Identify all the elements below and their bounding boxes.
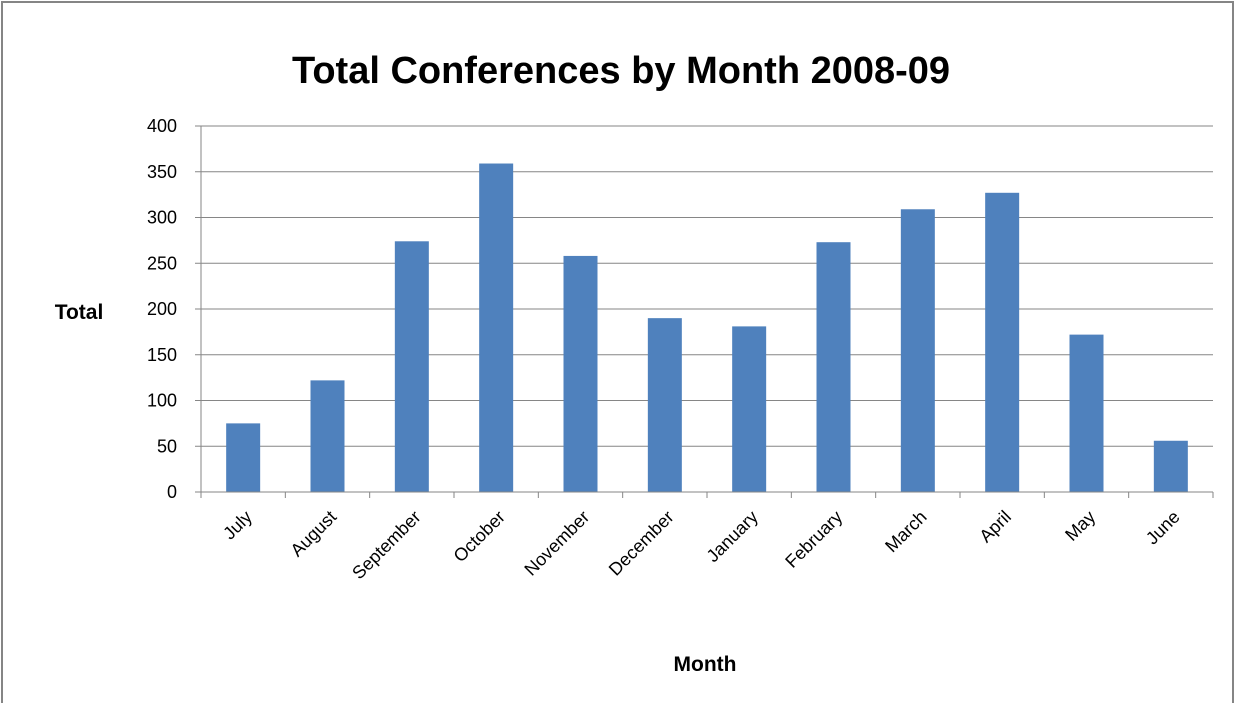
bar-may xyxy=(1069,334,1104,492)
y-tick-label: 100 xyxy=(147,391,177,411)
y-tick-label: 150 xyxy=(147,345,177,365)
x-tick-label: July xyxy=(219,507,256,544)
bar-september xyxy=(394,241,429,492)
bar-august xyxy=(310,380,345,492)
x-tick-label: September xyxy=(348,507,424,583)
y-tick-label: 250 xyxy=(147,253,177,273)
x-tick-label: May xyxy=(1061,507,1099,545)
x-tick-label: November xyxy=(520,507,593,580)
gridlines xyxy=(201,125,1213,447)
x-tick-label: December xyxy=(605,507,678,580)
x-axis-title: Month xyxy=(674,653,737,676)
x-tick-label: June xyxy=(1142,507,1184,549)
x-tick-label: January xyxy=(703,507,762,566)
x-tick-label: August xyxy=(287,507,341,561)
bar-march xyxy=(900,209,935,492)
y-tick-label: 0 xyxy=(167,482,177,502)
x-tick-label: April xyxy=(975,507,1015,547)
x-tick-label: October xyxy=(450,507,509,566)
bar-january xyxy=(732,326,767,492)
bar-november xyxy=(563,255,598,492)
bar-december xyxy=(647,318,682,492)
bar-chart: Total Conferences by Month 2008-09 Total… xyxy=(55,50,1214,676)
bar-october xyxy=(479,163,514,492)
axes xyxy=(195,125,1214,498)
y-tick-label: 50 xyxy=(157,436,177,456)
bar-june xyxy=(1153,440,1188,492)
y-tick-label: 350 xyxy=(147,162,177,182)
bar-july xyxy=(226,423,261,492)
x-tick-label: March xyxy=(881,507,931,557)
x-tick-label: February xyxy=(781,507,846,572)
y-tick-label: 400 xyxy=(147,116,177,136)
y-tick-label: 200 xyxy=(147,299,177,319)
bar-february xyxy=(816,242,851,492)
chart-title: Total Conferences by Month 2008-09 xyxy=(292,50,950,92)
y-tick-label: 300 xyxy=(147,208,177,228)
bars xyxy=(226,163,1188,493)
bar-april xyxy=(985,192,1020,493)
y-axis-title: Total xyxy=(55,301,104,324)
